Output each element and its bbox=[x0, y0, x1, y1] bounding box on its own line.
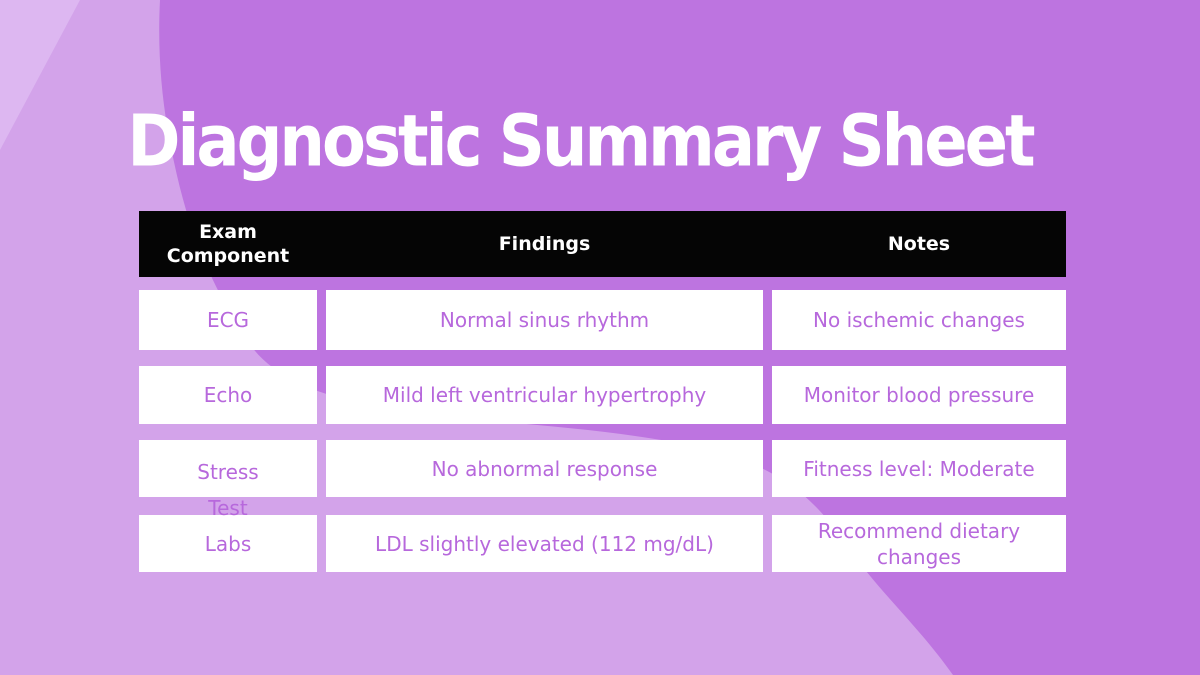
cell-text: No ischemic changes bbox=[813, 308, 1025, 332]
header-notes: Notes bbox=[772, 211, 1066, 277]
header-exam-component: Exam Component bbox=[139, 211, 317, 277]
cell-text: No abnormal response bbox=[431, 456, 658, 481]
cell-echo-notes: Monitor blood pressure bbox=[772, 366, 1066, 424]
cell-text: Recommend dietary changes bbox=[817, 518, 1021, 569]
cell-ecg-findings: Normal sinus rhythm bbox=[326, 290, 763, 350]
summary-table: Exam Component Findings Notes ECG Normal… bbox=[139, 211, 1066, 572]
background-corner-shape bbox=[0, 0, 80, 150]
cell-text: Fitness level: Moderate bbox=[803, 456, 1035, 481]
header-exam-component-label: Exam Component bbox=[166, 221, 290, 267]
cell-labs-component: Labs bbox=[139, 515, 317, 572]
cell-text: ECG bbox=[206, 308, 250, 332]
header-findings: Findings bbox=[326, 211, 763, 277]
cell-stress-test-component: Stress Test bbox=[139, 440, 317, 520]
cell-text: Labs bbox=[204, 531, 252, 556]
cell-text: Monitor blood pressure bbox=[803, 383, 1035, 407]
cell-labs-findings: LDL slightly elevated (112 mg/dL) bbox=[326, 515, 763, 572]
cell-echo-component: Echo bbox=[139, 366, 317, 424]
header-notes-label: Notes bbox=[887, 233, 951, 255]
cell-text: LDL slightly elevated (112 mg/dL) bbox=[375, 531, 714, 556]
cell-text: Normal sinus rhythm bbox=[439, 308, 650, 332]
background-blob-shape bbox=[0, 0, 953, 675]
cell-stress-test-notes: Fitness level: Moderate bbox=[772, 440, 1066, 497]
cell-text: Echo bbox=[203, 383, 253, 407]
cell-ecg-component: ECG bbox=[139, 290, 317, 350]
page-title: Diagnostic Summary Sheet bbox=[127, 100, 1035, 184]
cell-stress-test-findings: No abnormal response bbox=[326, 440, 763, 497]
cell-text: Stress Test bbox=[197, 459, 259, 520]
table-row-ecg: ECG Normal sinus rhythm No ischemic chan… bbox=[139, 290, 1066, 350]
table-row-stress-test: Stress Test No abnormal response Fitness… bbox=[139, 440, 1066, 520]
table-row-labs: Labs LDL slightly elevated (112 mg/dL) R… bbox=[139, 515, 1066, 572]
header-findings-label: Findings bbox=[498, 233, 591, 255]
cell-ecg-notes: No ischemic changes bbox=[772, 290, 1066, 350]
table-row-echo: Echo Mild left ventricular hypertrophy M… bbox=[139, 366, 1066, 424]
table-header-row: Exam Component Findings Notes bbox=[139, 211, 1066, 277]
cell-echo-findings: Mild left ventricular hypertrophy bbox=[326, 366, 763, 424]
cell-labs-notes: Recommend dietary changes bbox=[772, 515, 1066, 572]
cell-text: Mild left ventricular hypertrophy bbox=[382, 383, 707, 407]
